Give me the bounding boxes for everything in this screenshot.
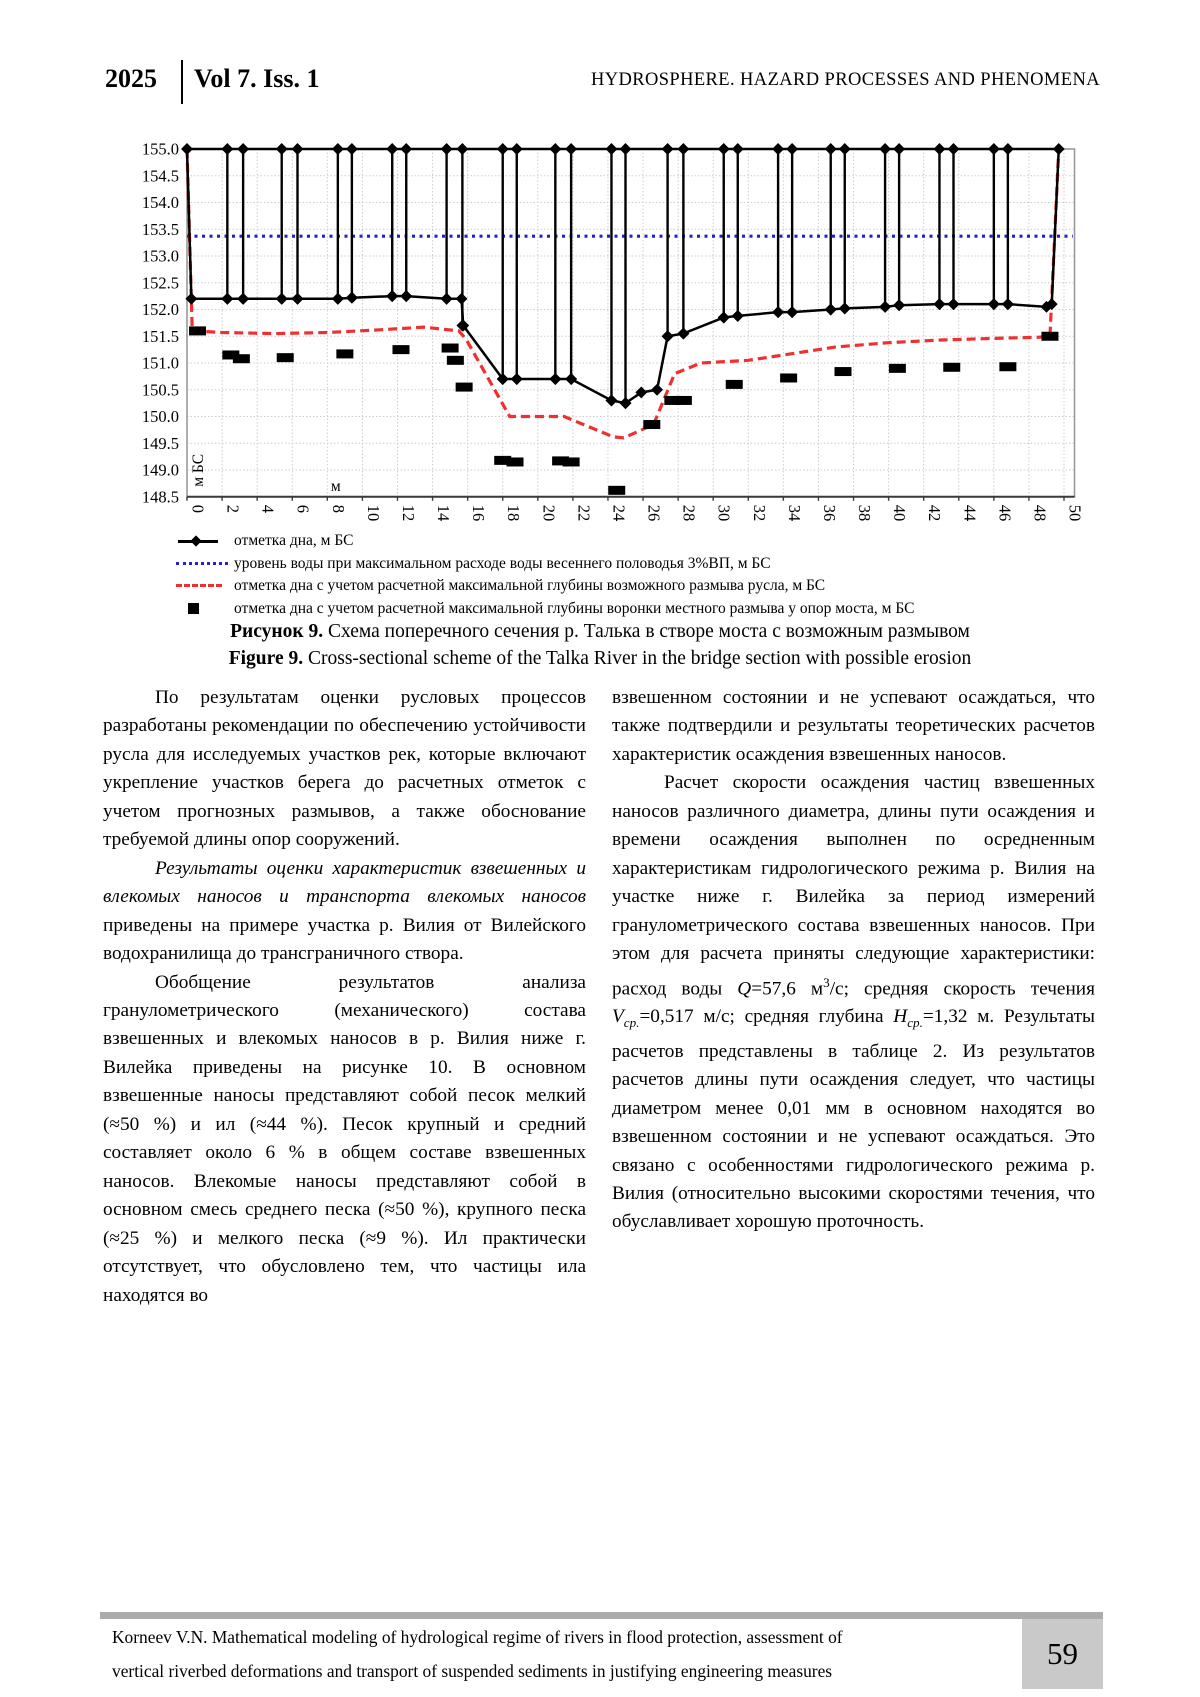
scour-bed-symbol: [176, 579, 234, 593]
superscript-cubed: 3: [823, 974, 830, 990]
bed-line-symbol: [176, 534, 234, 548]
svg-text:155.0: 155.0: [142, 140, 179, 159]
svg-text:32: 32: [750, 505, 769, 522]
svg-text:154.0: 154.0: [142, 193, 179, 212]
svg-text:м БС: м БС: [190, 454, 207, 487]
svg-text:149.0: 149.0: [142, 461, 179, 480]
water-level-symbol: [176, 557, 234, 571]
svg-text:38: 38: [855, 505, 874, 522]
paragraph-results-heading: Результаты оценки характеристик взвешенн…: [103, 855, 586, 969]
settling-text-c: =0,517 м/с; средняя глубина: [639, 1006, 894, 1028]
paragraph-granulometry: Обобщение результатов анализа грануломет…: [103, 971, 586, 1306]
svg-text:46: 46: [995, 505, 1014, 522]
figure-caption-ru: Рисунок 9. Схема поперечного сечения р. …: [100, 621, 1100, 643]
legend-item-water-level: уровень воды при максимальном расходе во…: [176, 553, 1076, 576]
svg-text:151.5: 151.5: [142, 327, 179, 346]
settling-text-e: Результаты расчетов представлены в табли…: [612, 1006, 1095, 1233]
settling-text-b: /с; средняя скорость течения: [829, 977, 1095, 999]
header-journal-title: HYDROSPHERE. HAZARD PROCESSES AND PHENOM…: [590, 70, 1100, 90]
settling-text-a: Расчет скорости осаждения частиц взвешен…: [612, 772, 1095, 999]
svg-text:48: 48: [1030, 505, 1049, 522]
svg-text:8: 8: [329, 505, 348, 513]
subscript-sr-h: ср.: [907, 1015, 923, 1031]
svg-text:22: 22: [574, 505, 593, 522]
legend-item-bed: отметка дна, м БС: [176, 530, 1076, 553]
footer-line2: vertical riverbed deformations and trans…: [112, 1660, 833, 1681]
header-year: 2025: [105, 64, 157, 93]
page-number: 59: [1047, 1636, 1078, 1671]
footer-running-title: Korneev V.N. Mathematical modeling of hy…: [112, 1621, 1007, 1688]
svg-text:26: 26: [645, 505, 664, 522]
svg-text:4: 4: [259, 505, 278, 513]
svg-text:28: 28: [680, 505, 699, 522]
var-H: H: [893, 1006, 908, 1028]
legend-label-water-level: уровень воды при максимальном расходе во…: [234, 554, 771, 572]
svg-text:153.0: 153.0: [142, 247, 179, 266]
subscript-sr-v: ср.: [623, 1015, 640, 1031]
cross-section-chart-svg: 155.0 154.5 154.0 153.5 153.0 152.5 152.0 151.5…: [142, 140, 1085, 522]
svg-text:34: 34: [785, 505, 804, 522]
svg-text:0: 0: [189, 505, 208, 513]
paragraph-recommendations: По результатам оценки русловых процессов…: [103, 687, 586, 851]
scour-piers-symbol: [176, 602, 234, 616]
legend-item-scour-piers: отметка дна с учетом расчетной максималь…: [176, 598, 1076, 621]
svg-text:149.5: 149.5: [142, 434, 179, 453]
svg-text:154.5: 154.5: [142, 166, 179, 185]
figure-caption-en-text: Cross-sectional scheme of the Talka Rive…: [303, 648, 972, 669]
body-column-right: взвешенном состоянии и не успевают осажд…: [612, 684, 1095, 1237]
svg-text:148.5: 148.5: [142, 487, 179, 506]
paragraph-results-italic: Результаты оценки характеристик взвешенн…: [103, 857, 586, 908]
cross-section-chart: 155.0 154.5 154.0 153.5 153.0 152.5 152.0 151.5…: [100, 128, 1100, 548]
legend-label-scour-bed: отметка дна с учетом расчетной максималь…: [234, 577, 826, 595]
svg-text:152.5: 152.5: [142, 273, 179, 292]
paragraph-suspended-continuation: взвешенном состоянии и не успевают осажд…: [612, 687, 1095, 765]
header-divider: [181, 60, 183, 104]
svg-text:151.0: 151.0: [142, 354, 179, 373]
svg-text:44: 44: [960, 505, 979, 522]
svg-text:42: 42: [925, 505, 944, 522]
svg-text:50: 50: [1066, 505, 1085, 522]
svg-text:6: 6: [294, 505, 313, 513]
svg-text:40: 40: [890, 505, 909, 522]
svg-text:20: 20: [539, 505, 558, 522]
figure-caption-en: Figure 9. Cross-sectional scheme of the …: [100, 648, 1100, 670]
body-column-left: По результатам оценки русловых процессов…: [103, 684, 586, 1310]
legend-label-scour-piers: отметка дна с учетом расчетной максималь…: [234, 599, 915, 617]
svg-text:24: 24: [609, 505, 628, 522]
svg-text:150.0: 150.0: [142, 407, 179, 426]
svg-text:36: 36: [820, 505, 839, 522]
footer-rule: [100, 1612, 1103, 1619]
svg-text:16: 16: [469, 505, 488, 522]
paragraph-settling-calculation: Расчет скорости осаждения частиц взвешен…: [612, 769, 1095, 1237]
svg-text:12: 12: [399, 505, 418, 522]
svg-text:м: м: [331, 478, 341, 495]
legend-label-bed: отметка дна, м БС: [234, 532, 354, 550]
legend-item-scour-bed: отметка дна с учетом расчетной максималь…: [176, 575, 1076, 598]
paragraph-results-rest: приведены на примере участка р. Вилия от…: [103, 914, 586, 965]
figure-caption-ru-label: Рисунок 9.: [230, 621, 324, 642]
settling-text-d: =1,32 м.: [922, 1006, 1004, 1028]
footer-line1: Korneev V.N. Mathematical modeling of hy…: [112, 1627, 843, 1647]
page-number-box: 59: [1022, 1619, 1103, 1689]
var-Q: Q: [737, 977, 752, 999]
svg-text:10: 10: [364, 505, 383, 522]
value-Q: =57,6 м: [751, 977, 824, 999]
svg-text:152.0: 152.0: [142, 300, 179, 319]
figure-caption-en-label: Figure 9.: [228, 648, 304, 669]
svg-text:150.5: 150.5: [142, 380, 179, 399]
chart-legend: отметка дна, м БС уровень воды при макси…: [176, 530, 1076, 620]
svg-text:153.5: 153.5: [142, 220, 179, 239]
var-V: V: [612, 1006, 624, 1028]
figure-caption-ru-text: Схема поперечного сечения р. Талька в ст…: [323, 621, 970, 642]
header-volume-issue: Vol 7. Iss. 1: [194, 64, 320, 93]
svg-text:30: 30: [715, 505, 734, 522]
svg-text:18: 18: [504, 505, 523, 522]
svg-text:2: 2: [224, 505, 243, 513]
svg-text:14: 14: [434, 505, 453, 522]
